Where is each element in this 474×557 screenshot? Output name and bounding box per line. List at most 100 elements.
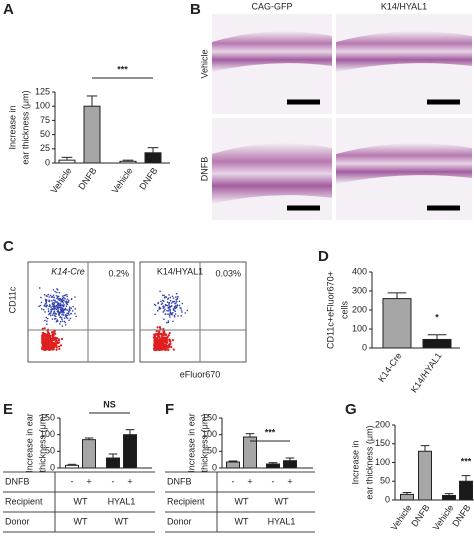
- red-event: [48, 336, 51, 339]
- blue-event: [186, 309, 189, 312]
- blue-event: [46, 299, 48, 301]
- blue-event: [66, 309, 69, 311]
- y-axis-label: Increase in: [7, 105, 17, 149]
- blue-event: [66, 303, 69, 306]
- y-axis-label: CD11c+eFluor670+: [325, 271, 335, 349]
- blue-event: [49, 294, 52, 297]
- red-event: [153, 336, 156, 339]
- bar: [226, 461, 240, 469]
- blue-event: [70, 312, 72, 315]
- blue-event: [68, 307, 71, 310]
- blue-event: [74, 296, 76, 298]
- blue-event: [55, 304, 58, 307]
- bar: [243, 436, 257, 469]
- bar: [400, 493, 414, 501]
- blue-event: [161, 299, 164, 302]
- blue-event: [181, 311, 183, 313]
- blue-event: [52, 294, 55, 297]
- panel-letter: F: [165, 401, 174, 418]
- blue-event: [162, 311, 165, 313]
- blue-event: [163, 318, 165, 320]
- red-event: [157, 331, 160, 335]
- blue-event: [172, 320, 174, 323]
- significance: ***: [461, 456, 472, 466]
- y-tick-label: 100: [352, 323, 367, 333]
- blue-event: [70, 307, 73, 309]
- blue-event: [167, 310, 170, 312]
- blue-event: [157, 302, 159, 305]
- red-event: [55, 339, 59, 342]
- blue-event: [66, 314, 68, 316]
- red-event: [45, 340, 48, 343]
- bar: [283, 460, 297, 469]
- blue-event: [68, 314, 70, 316]
- red-event: [54, 337, 57, 340]
- blue-event: [173, 306, 176, 308]
- blue-event: [61, 320, 64, 322]
- red-event: [54, 344, 58, 347]
- blue-event: [59, 304, 62, 307]
- y-tick-label: 400: [352, 266, 367, 276]
- table-cell: WT: [115, 516, 129, 526]
- y-axis-label: Increase in: [350, 440, 360, 484]
- y-tick-label: 300: [352, 285, 367, 295]
- x-tick-label: DNFB: [137, 166, 159, 192]
- blue-event: [167, 313, 169, 315]
- blue-event: [169, 316, 171, 318]
- blue-event: [69, 306, 71, 308]
- blue-event: [45, 305, 48, 308]
- blue-event: [164, 313, 167, 316]
- blue-event: [58, 302, 60, 305]
- blue-event: [67, 301, 70, 303]
- blue-event: [169, 296, 172, 299]
- y-axis-label: cells: [339, 301, 349, 320]
- blue-event: [70, 298, 73, 300]
- blue-event: [59, 316, 61, 319]
- red-event: [164, 334, 168, 337]
- blue-event: [74, 308, 77, 310]
- blue-event: [40, 308, 43, 310]
- blue-event: [55, 301, 57, 303]
- column-label: CAG-GFP: [251, 1, 292, 11]
- blue-event: [72, 305, 74, 308]
- blue-event: [53, 302, 56, 305]
- red-event: [161, 338, 164, 341]
- blue-event: [177, 295, 179, 298]
- blue-event: [166, 301, 169, 303]
- blue-event: [184, 312, 187, 314]
- blue-event: [44, 319, 46, 322]
- red-event: [44, 333, 47, 337]
- red-event: [163, 338, 166, 341]
- blue-event: [168, 302, 170, 305]
- panel-letter: B: [190, 1, 201, 18]
- blue-event: [166, 309, 168, 312]
- blue-event: [52, 313, 55, 315]
- blue-event: [45, 316, 48, 319]
- blue-event: [50, 308, 52, 311]
- blue-event: [56, 303, 59, 306]
- y-axis-label: Increase in ear: [24, 413, 34, 473]
- blue-event: [64, 298, 66, 300]
- red-event: [158, 338, 161, 341]
- red-event: [163, 336, 167, 339]
- bar: [58, 159, 76, 164]
- blue-event: [175, 296, 177, 298]
- blue-event: [171, 313, 173, 316]
- tissue: [336, 31, 472, 72]
- y-tick-label: 50: [380, 476, 390, 486]
- blue-event: [165, 296, 168, 298]
- y-axis-label: ear thickness (μm): [20, 90, 30, 164]
- blue-event: [61, 308, 63, 310]
- bar: [82, 439, 96, 469]
- red-event: [164, 344, 167, 348]
- blue-event: [165, 321, 168, 324]
- blue-event: [40, 296, 42, 299]
- blue-event: [169, 299, 172, 302]
- blue-event: [67, 299, 70, 302]
- blue-event: [46, 323, 48, 326]
- red-event: [47, 343, 50, 346]
- blue-event: [63, 317, 66, 320]
- table-row-label: DNFB: [5, 476, 30, 486]
- red-event: [43, 337, 47, 340]
